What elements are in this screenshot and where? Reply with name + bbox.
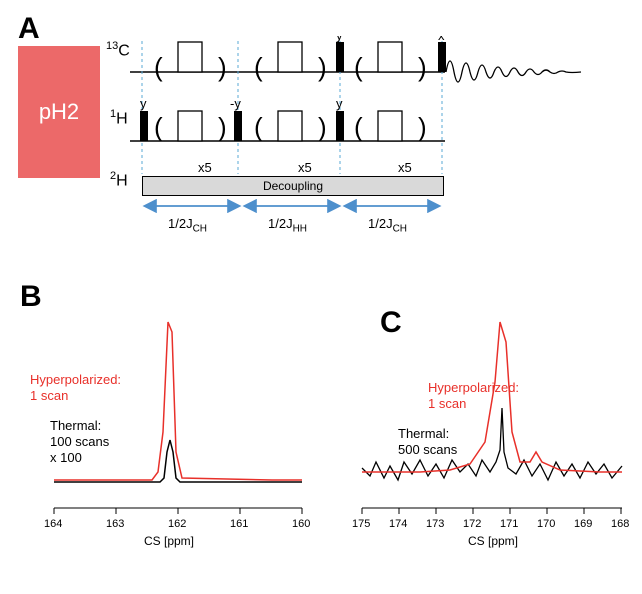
c-hyper-2: 1 scan	[428, 396, 466, 411]
b-thermal-1: Thermal:	[50, 418, 101, 433]
ph2-text: pH2	[39, 99, 79, 125]
svg-text:(: (	[254, 112, 263, 142]
b-tick-0: 164	[44, 518, 62, 530]
b-hyper-2: 1 scan	[30, 388, 68, 403]
interval-2: 1/2JHH	[268, 216, 307, 235]
phase-h-first: y	[140, 96, 147, 111]
repeat-1: x5	[198, 160, 212, 175]
c-tick-6: 169	[574, 518, 592, 530]
phase-c-third: y	[336, 36, 343, 43]
svg-text:): )	[418, 52, 427, 82]
b-thermal-2: 100 scans	[50, 434, 109, 449]
b-hyper-1: Hyperpolarized:	[30, 372, 121, 387]
svg-text:): )	[318, 112, 327, 142]
c-tick-7: 168	[611, 518, 629, 530]
svg-text:(: (	[154, 52, 163, 82]
interval-1: 1/2JCH	[168, 216, 207, 235]
svg-text:): )	[218, 52, 227, 82]
c-tick-1: 174	[389, 518, 407, 530]
phase-h-third: y	[336, 96, 343, 111]
b-tick-2: 162	[168, 518, 186, 530]
b-tick-3: 161	[230, 518, 248, 530]
svg-text:(: (	[354, 112, 363, 142]
repeat-2: x5	[298, 160, 312, 175]
svg-text:): )	[318, 52, 327, 82]
panel-c-chart	[340, 302, 630, 550]
ph2-box: pH2	[18, 46, 100, 178]
interval-3: 1/2JCH	[368, 216, 407, 235]
label-2h: 2H	[110, 170, 128, 190]
c-tick-3: 172	[463, 518, 481, 530]
b-thermal-3: x 100	[50, 450, 82, 465]
c-thermal-2: 500 scans	[398, 442, 457, 457]
c-tick-4: 171	[500, 518, 518, 530]
b-tick-4: 160	[292, 518, 310, 530]
c-tick-2: 173	[426, 518, 444, 530]
c-hyper-1: Hyperpolarized:	[428, 380, 519, 395]
svg-text:): )	[418, 112, 427, 142]
svg-text:(: (	[154, 112, 163, 142]
c-xaxis: CS [ppm]	[468, 534, 518, 548]
svg-text:(: (	[254, 52, 263, 82]
b-xaxis: CS [ppm]	[144, 534, 194, 548]
c-tick-0: 175	[352, 518, 370, 530]
c-thermal-1: Thermal:	[398, 426, 449, 441]
b-tick-1: 163	[106, 518, 124, 530]
repeat-3: x5	[398, 160, 412, 175]
phase-h-second: -y	[230, 96, 241, 111]
c-tick-5: 170	[537, 518, 555, 530]
svg-text:): )	[218, 112, 227, 142]
phase-c-acq: x	[438, 36, 445, 43]
decoupling-bar: Decoupling	[142, 176, 444, 196]
pulse-sequence: y ( ( ) ) -y ( ( ) ) y y ( ( ) ) x	[130, 36, 610, 176]
svg-text:(: (	[354, 52, 363, 82]
label-13c: 13C	[106, 40, 130, 60]
label-1h: 1H	[110, 108, 128, 128]
panel-a-label: A	[18, 12, 40, 46]
